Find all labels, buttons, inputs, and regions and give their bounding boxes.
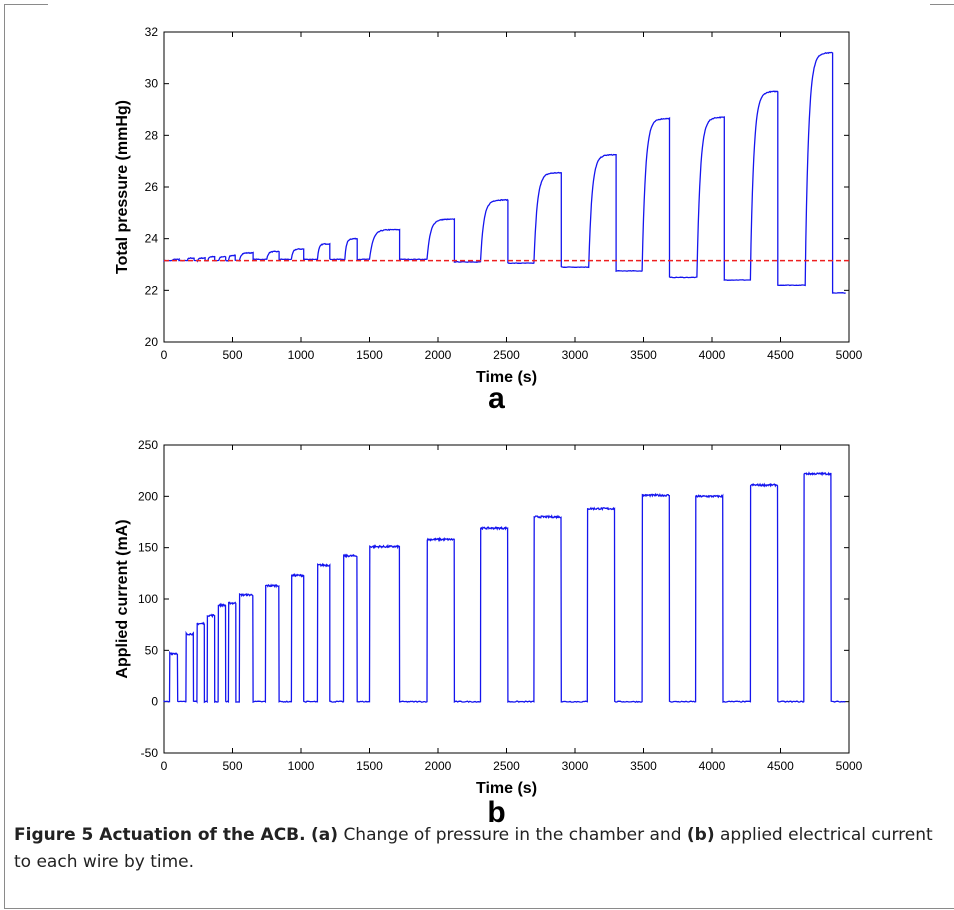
- figure-frame: [4, 4, 954, 909]
- x-tick-label: 3000: [562, 759, 589, 773]
- x-tick-label: 2000: [425, 348, 452, 362]
- panel-label: b: [487, 796, 505, 829]
- y-tick-label: 22: [145, 283, 159, 297]
- x-tick-label: 1000: [288, 759, 315, 773]
- x-tick-label: 3500: [630, 348, 657, 362]
- y-tick-label: 250: [138, 438, 158, 452]
- x-tick-label: 3500: [630, 759, 657, 773]
- chart-b-applied-current: 0 500 1000 1500 2000 2500 3000 3500 4000 4500 5000…: [114, 438, 863, 829]
- x-axis-label: Time (s): [476, 780, 537, 797]
- y-axis-label: Applied current (mA): [114, 519, 131, 678]
- x-tick-label: 4500: [767, 348, 794, 362]
- caption-a-label: (a): [311, 825, 339, 845]
- x-tick-label: 500: [222, 759, 242, 773]
- panel-label: a: [488, 382, 505, 415]
- figure-caption: Figure 5 Actuation of the ACB. (a) Chang…: [14, 822, 944, 876]
- caption-b-label: (b): [686, 825, 715, 845]
- x-tick-label: 0: [161, 348, 168, 362]
- y-tick-label: 26: [145, 180, 159, 194]
- y-tick-label: -50: [141, 746, 159, 760]
- x-tick-label: 0: [161, 759, 168, 773]
- x-tick-label: 5000: [836, 759, 863, 773]
- y-tick-label: 150: [138, 541, 158, 555]
- x-tick-label: 500: [222, 348, 242, 362]
- x-tick-label: 4000: [699, 759, 726, 773]
- y-tick-label: 24: [145, 232, 159, 246]
- y-axis-label: Total pressure (mmHg): [114, 100, 131, 274]
- series-line: [163, 471, 846, 704]
- plot-area-frame: [163, 444, 850, 754]
- y-tick-label: 20: [145, 335, 159, 349]
- y-tick-label: 30: [145, 77, 159, 91]
- caption-b-text: applied electrical current to each wire …: [14, 825, 933, 872]
- series-line: [163, 51, 846, 294]
- x-tick-label: 4500: [767, 759, 794, 773]
- y-tick-label: 200: [138, 489, 158, 503]
- plot-area-frame: [163, 31, 850, 343]
- x-tick-label: 1500: [356, 759, 383, 773]
- y-tick-label: 32: [145, 25, 159, 39]
- y-tick-label: 0: [151, 695, 158, 709]
- x-tick-label: 2500: [493, 759, 520, 773]
- x-axis-label: Time (s): [476, 369, 537, 386]
- x-tick-label: 2500: [493, 348, 520, 362]
- x-tick-label: 4000: [699, 348, 726, 362]
- caption-title: Figure 5 Actuation of the ACB.: [14, 825, 306, 845]
- caption-a-text: Change of pressure in the chamber and: [343, 825, 682, 845]
- x-tick-label: 2000: [425, 759, 452, 773]
- chart-a-total-pressure: 0 500 1000 1500 2000 2500 3000 3500 4000 4500 5000…: [114, 25, 863, 415]
- frame-top-edge-left: [4, 4, 48, 5]
- y-tick-label: 100: [138, 592, 158, 606]
- x-tick-label: 5000: [836, 348, 863, 362]
- frame-top-edge-right: [930, 4, 954, 5]
- y-tick-label: 28: [145, 128, 159, 142]
- x-tick-label: 1500: [356, 348, 383, 362]
- x-tick-label: 3000: [562, 348, 589, 362]
- x-tick-label: 1000: [288, 348, 315, 362]
- y-tick-label: 50: [145, 643, 159, 657]
